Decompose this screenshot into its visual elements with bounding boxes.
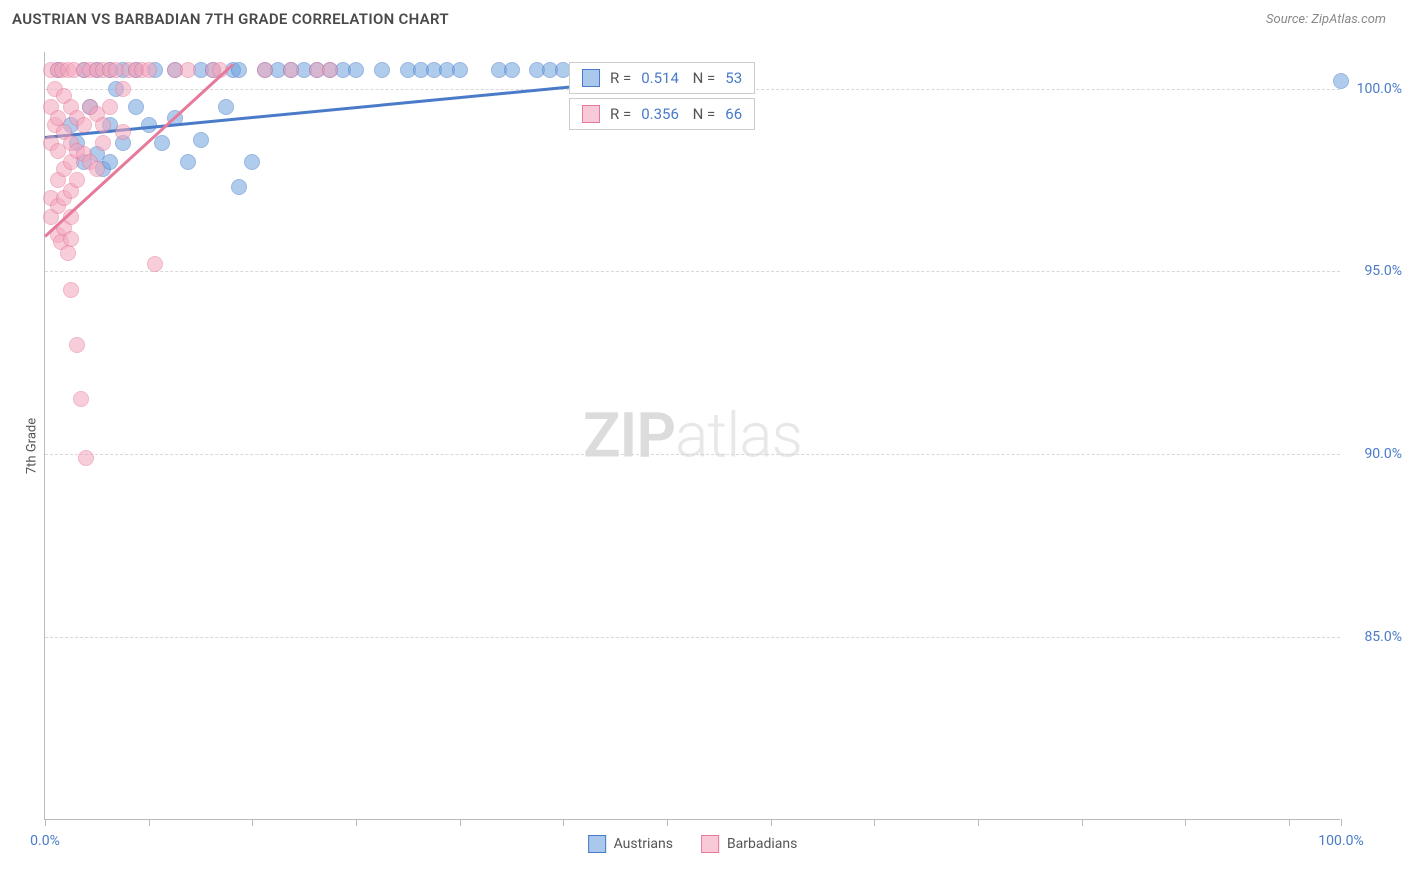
x-tick: [563, 819, 564, 826]
data-point: [231, 179, 247, 195]
x-tick: [460, 819, 461, 826]
stats-r-value: 0.356: [641, 105, 679, 123]
data-point: [283, 62, 299, 78]
x-tick: [1185, 819, 1186, 826]
data-point: [60, 245, 76, 261]
data-point: [78, 450, 94, 466]
x-tick: [1341, 819, 1342, 826]
square-blue-icon: [582, 69, 600, 87]
stats-n-value: 66: [725, 105, 742, 123]
x-tick: [978, 819, 979, 826]
data-point: [218, 99, 234, 115]
stats-r-label: R =: [610, 105, 631, 123]
square-blue-icon: [588, 835, 606, 853]
data-point: [147, 256, 163, 272]
data-point: [257, 62, 273, 78]
data-point: [95, 135, 111, 151]
gridline: [45, 637, 1340, 638]
stats-box-austrians: R = 0.514 N = 53: [569, 62, 755, 94]
chart-title: AUSTRIAN VS BARBADIAN 7TH GRADE CORRELAT…: [12, 10, 449, 28]
data-point: [374, 62, 390, 78]
legend: Austrians Barbadians: [588, 835, 798, 853]
x-tick: [874, 819, 875, 826]
data-point: [73, 391, 89, 407]
watermark-bold: ZIP: [583, 399, 675, 472]
y-tick-label: 95.0%: [1346, 263, 1402, 279]
y-tick-label: 100.0%: [1346, 81, 1402, 97]
x-tick: [1082, 819, 1083, 826]
data-point: [102, 99, 118, 115]
data-point: [141, 62, 157, 78]
stats-r-label: R =: [610, 69, 631, 87]
data-point: [69, 337, 85, 353]
square-pink-icon: [582, 105, 600, 123]
data-point: [128, 99, 144, 115]
x-tick: [149, 819, 150, 826]
stats-n-label: N =: [689, 105, 715, 123]
data-point: [115, 124, 131, 140]
data-point: [95, 117, 111, 133]
data-point: [63, 231, 79, 247]
source-attribution: Source: ZipAtlas.com: [1266, 12, 1386, 27]
chart-plot-area: ZIPatlas 85.0%90.0%95.0%100.0%0.0%100.0%…: [44, 52, 1340, 820]
legend-label: Barbadians: [727, 836, 797, 852]
data-point: [180, 62, 196, 78]
y-axis-label: 7th Grade: [25, 418, 40, 474]
x-tick: [771, 819, 772, 826]
data-point: [180, 154, 196, 170]
x-tick-label: 100.0%: [1318, 833, 1363, 849]
stats-r-value: 0.514: [641, 69, 679, 87]
stats-box-barbadians: R = 0.356 N = 66: [569, 98, 755, 130]
watermark-light: atlas: [675, 399, 802, 472]
x-tick-label: 0.0%: [30, 833, 60, 849]
stats-n-value: 53: [725, 69, 742, 87]
data-point: [63, 282, 79, 298]
x-tick: [252, 819, 253, 826]
legend-item-austrians: Austrians: [588, 835, 673, 853]
x-tick: [45, 819, 46, 826]
y-tick-label: 90.0%: [1346, 446, 1402, 462]
data-point: [504, 62, 520, 78]
gridline: [45, 271, 1340, 272]
data-point: [244, 154, 260, 170]
data-point: [50, 110, 66, 126]
square-pink-icon: [701, 835, 719, 853]
data-point: [115, 81, 131, 97]
data-point: [452, 62, 468, 78]
data-point: [69, 172, 85, 188]
y-tick-label: 85.0%: [1346, 629, 1402, 645]
data-point: [76, 117, 92, 133]
legend-item-barbadians: Barbadians: [701, 835, 797, 853]
data-point: [322, 62, 338, 78]
x-tick: [1289, 819, 1290, 826]
data-point: [348, 62, 364, 78]
data-point: [89, 161, 105, 177]
watermark: ZIPatlas: [583, 399, 802, 472]
data-point: [193, 132, 209, 148]
stats-n-label: N =: [689, 69, 715, 87]
data-point: [1333, 73, 1349, 89]
x-tick: [356, 819, 357, 826]
x-tick: [667, 819, 668, 826]
legend-label: Austrians: [614, 836, 673, 852]
data-point: [154, 135, 170, 151]
gridline: [45, 454, 1340, 455]
header: AUSTRIAN VS BARBADIAN 7TH GRADE CORRELAT…: [0, 0, 1406, 38]
